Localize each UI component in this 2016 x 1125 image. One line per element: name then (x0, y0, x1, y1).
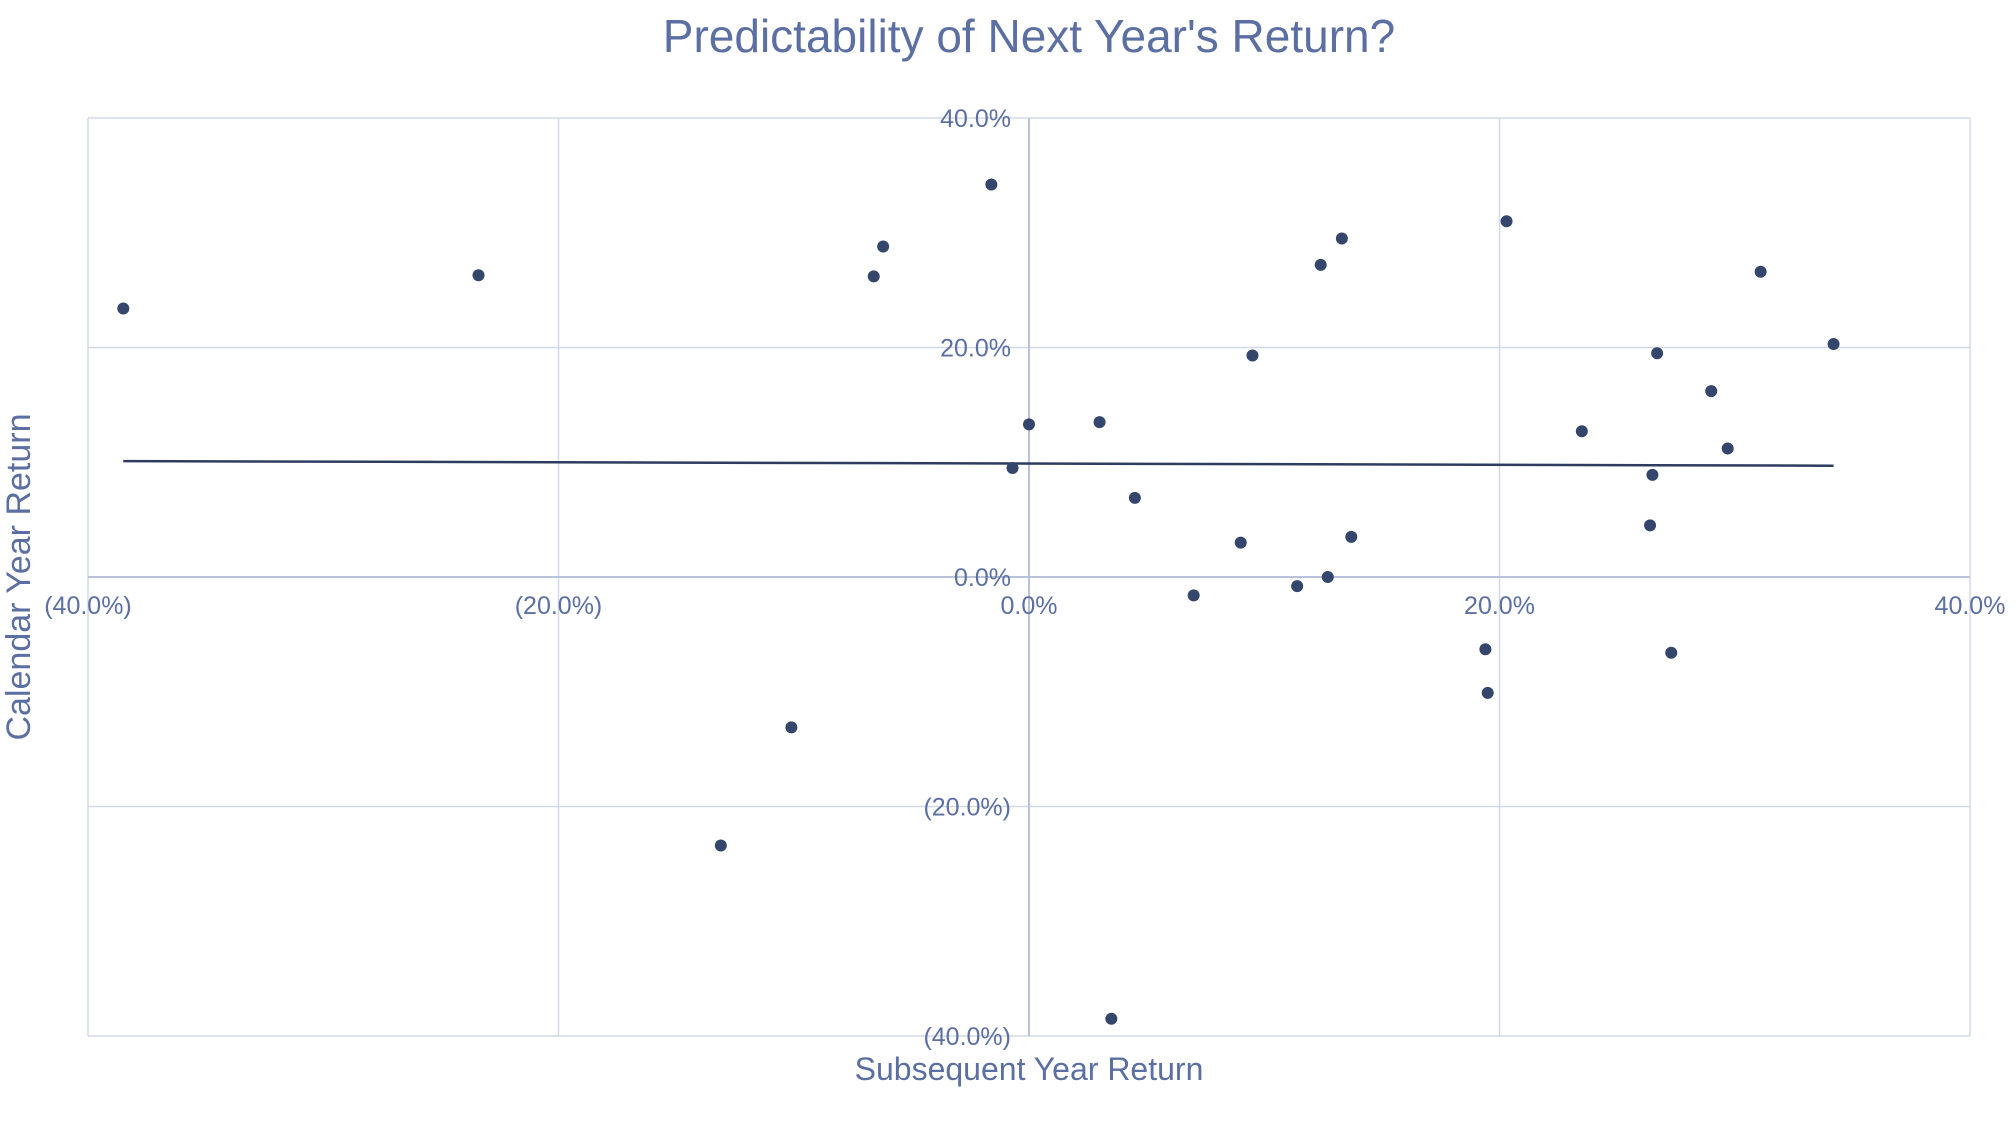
chart-title: Predictability of Next Year's Return? (663, 10, 1395, 62)
data-point (1234, 536, 1247, 549)
data-point (1500, 215, 1513, 228)
x-axis-title: Subsequent Year Return (855, 1051, 1204, 1087)
data-point (785, 721, 798, 734)
data-point (1721, 442, 1734, 455)
data-point (1246, 349, 1259, 362)
data-point (985, 178, 998, 191)
data-point (1646, 468, 1659, 481)
data-point (1187, 589, 1200, 602)
y-tick-label: 0.0% (954, 564, 1011, 592)
data-point (1093, 416, 1106, 429)
data-point (1345, 530, 1358, 543)
trendline (123, 459, 1834, 467)
x-tick-label: (20.0%) (515, 592, 603, 620)
data-point (1321, 571, 1334, 583)
data-point (1827, 338, 1840, 351)
data-point (714, 839, 727, 852)
data-point (1314, 258, 1327, 271)
data-point (1105, 1012, 1118, 1025)
data-point (1644, 519, 1657, 532)
data-point (877, 240, 890, 253)
data-point (1651, 347, 1664, 360)
data-point (867, 270, 880, 283)
data-point (1575, 425, 1588, 438)
y-tick-label: (40.0%) (923, 1023, 1011, 1051)
y-tick-label: 20.0% (940, 335, 1011, 363)
data-point (1481, 686, 1494, 699)
data-point (1754, 265, 1767, 278)
y-tick-label: 40.0% (940, 105, 1011, 133)
x-tick-label: 20.0% (1464, 592, 1535, 620)
y-axis-title: Calendar Year Return (0, 413, 38, 740)
data-point (1665, 646, 1678, 659)
data-point (1023, 418, 1035, 431)
data-point (1291, 580, 1304, 593)
trendline-layer (123, 459, 1834, 467)
y-tick-label: (20.0%) (923, 794, 1011, 822)
data-point (1335, 232, 1348, 245)
data-points (117, 178, 1840, 1025)
data-point (1006, 461, 1019, 474)
x-tick-label: (40.0%) (44, 592, 132, 620)
axis-lines (88, 118, 1970, 1036)
tick-labels: (40.0%) (20.0%) 0.0% 20.0% 40.0% 40.0% 20.0% 0.… (44, 105, 2005, 1051)
data-point (1128, 491, 1141, 504)
data-point (1479, 643, 1492, 656)
data-point (1705, 385, 1718, 398)
x-tick-label: 0.0% (1001, 592, 1058, 620)
data-point (472, 269, 485, 282)
data-point (117, 302, 130, 315)
x-tick-label: 40.0% (1935, 592, 2006, 620)
